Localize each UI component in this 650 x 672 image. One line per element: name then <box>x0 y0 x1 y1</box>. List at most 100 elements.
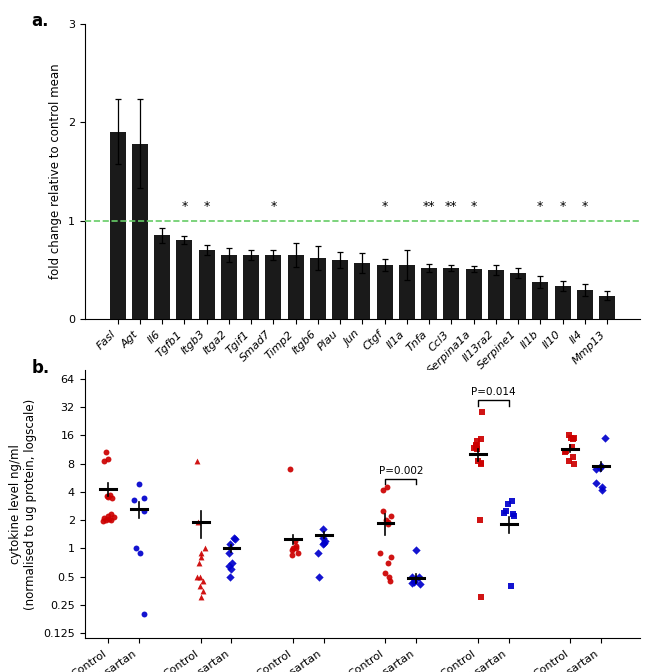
Point <box>409 577 419 587</box>
Bar <box>421 268 437 319</box>
Bar <box>488 270 504 319</box>
Point <box>508 509 518 519</box>
Point <box>595 462 605 473</box>
Point <box>385 552 396 563</box>
Point <box>476 434 486 445</box>
Point <box>224 547 235 558</box>
Point <box>105 490 116 501</box>
Point <box>477 407 488 418</box>
Point <box>291 543 301 554</box>
Point <box>290 536 300 546</box>
Bar <box>465 269 482 319</box>
Point <box>382 482 392 493</box>
Bar <box>376 265 393 319</box>
Point <box>595 461 606 472</box>
Point <box>195 581 205 591</box>
Point <box>109 512 119 523</box>
Point <box>284 464 294 474</box>
Point <box>501 505 512 516</box>
Point <box>196 552 206 563</box>
Point <box>194 558 205 569</box>
Point <box>499 507 509 518</box>
Point <box>597 485 608 495</box>
Point <box>138 493 149 504</box>
Point <box>385 575 396 586</box>
Text: *: * <box>203 200 210 213</box>
Text: *: * <box>382 200 388 213</box>
Point <box>567 442 577 452</box>
Point <box>192 517 203 528</box>
Point <box>471 440 481 451</box>
Point <box>103 513 114 524</box>
Bar <box>599 296 615 319</box>
Point <box>469 442 479 453</box>
Bar <box>288 255 304 319</box>
Point <box>319 538 330 548</box>
Point <box>101 447 111 458</box>
Bar <box>443 268 460 319</box>
Point <box>564 456 574 466</box>
Point <box>129 495 139 505</box>
Point <box>506 581 516 591</box>
Text: *: * <box>181 200 188 213</box>
Y-axis label: cytokine level ng/ml
(normalised to ug protein, logscale): cytokine level ng/ml (normalised to ug p… <box>10 398 38 610</box>
Point <box>472 444 482 454</box>
Point <box>476 592 486 603</box>
Point <box>139 609 150 620</box>
Point <box>103 454 114 464</box>
Bar <box>332 260 348 319</box>
Point <box>225 539 235 550</box>
Point <box>103 511 113 521</box>
Point <box>476 457 486 468</box>
Bar <box>110 132 125 319</box>
Point <box>415 579 425 589</box>
Point <box>131 543 141 554</box>
Point <box>200 543 211 554</box>
Point <box>291 541 301 552</box>
Point <box>287 550 297 560</box>
Point <box>383 519 393 530</box>
Bar <box>310 258 326 319</box>
Point <box>377 505 387 516</box>
Point <box>133 479 144 490</box>
Point <box>196 592 206 603</box>
Point <box>101 515 111 526</box>
Point <box>318 523 328 534</box>
Text: **: ** <box>445 200 458 213</box>
Point <box>560 447 571 458</box>
Point <box>411 574 421 585</box>
Point <box>98 515 109 526</box>
Bar <box>132 144 148 319</box>
Point <box>225 571 235 582</box>
Bar <box>354 263 370 319</box>
Point <box>476 458 486 469</box>
Point <box>385 511 396 521</box>
Point <box>567 434 578 445</box>
Point <box>135 547 146 558</box>
Bar <box>154 235 170 319</box>
Bar <box>199 250 215 319</box>
Point <box>508 511 519 521</box>
Point <box>107 493 117 504</box>
Text: a.: a. <box>32 11 49 30</box>
Point <box>318 532 328 543</box>
Point <box>561 445 571 456</box>
Bar <box>554 286 571 319</box>
Point <box>384 571 395 582</box>
Point <box>569 458 579 469</box>
Point <box>192 456 203 466</box>
Point <box>566 433 577 444</box>
Point <box>230 534 240 544</box>
Bar <box>265 255 281 319</box>
Point <box>198 586 209 597</box>
Text: *: * <box>270 200 276 213</box>
Point <box>599 433 610 444</box>
Point <box>378 485 389 495</box>
Point <box>568 451 578 462</box>
Bar <box>221 255 237 319</box>
Bar <box>532 282 549 319</box>
Point <box>407 577 417 588</box>
Point <box>382 558 393 569</box>
Point <box>224 560 234 571</box>
Point <box>102 491 112 501</box>
